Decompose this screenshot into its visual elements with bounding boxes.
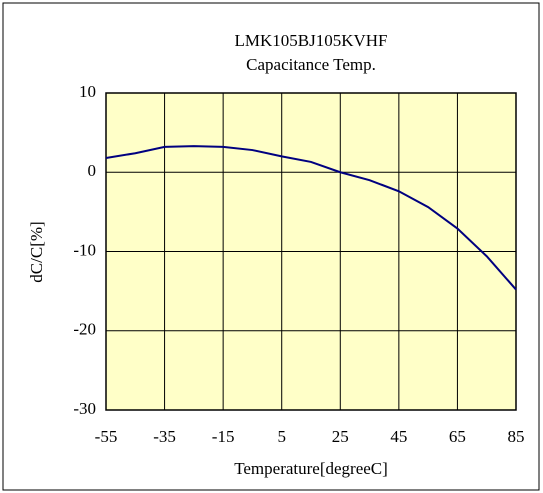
data-line [105, 145, 517, 291]
y-tick-label: -10 [73, 240, 96, 259]
y-tick-label: 10 [79, 82, 96, 101]
chart-title: LMK105BJ105KVHF [234, 31, 387, 50]
plot-border [105, 92, 517, 411]
x-tick-label: 65 [449, 427, 466, 446]
x-tick-label: 5 [277, 427, 286, 446]
x-tick-label: -55 [95, 427, 118, 446]
x-tick-label: -35 [153, 427, 176, 446]
chart-subtitle: Capacitance Temp. [246, 55, 376, 74]
y-tick-label: -30 [73, 399, 96, 418]
x-tick-label: 85 [508, 427, 525, 446]
x-tick-label: 45 [390, 427, 407, 446]
y-axis-label: dC/C[%] [27, 221, 46, 282]
x-axis-label: Temperature[degreeC] [234, 459, 388, 478]
x-tick-label: -15 [212, 427, 235, 446]
x-tick-label: 25 [332, 427, 349, 446]
y-tick-label: -20 [73, 320, 96, 339]
y-tick-label: 0 [88, 161, 97, 180]
